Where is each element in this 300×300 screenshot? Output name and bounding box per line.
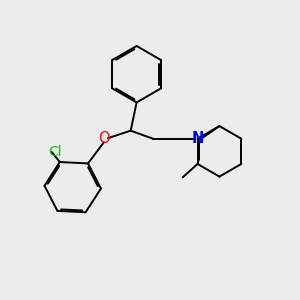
Text: Cl: Cl (48, 145, 62, 159)
Text: O: O (98, 131, 110, 146)
Text: N: N (191, 131, 204, 146)
